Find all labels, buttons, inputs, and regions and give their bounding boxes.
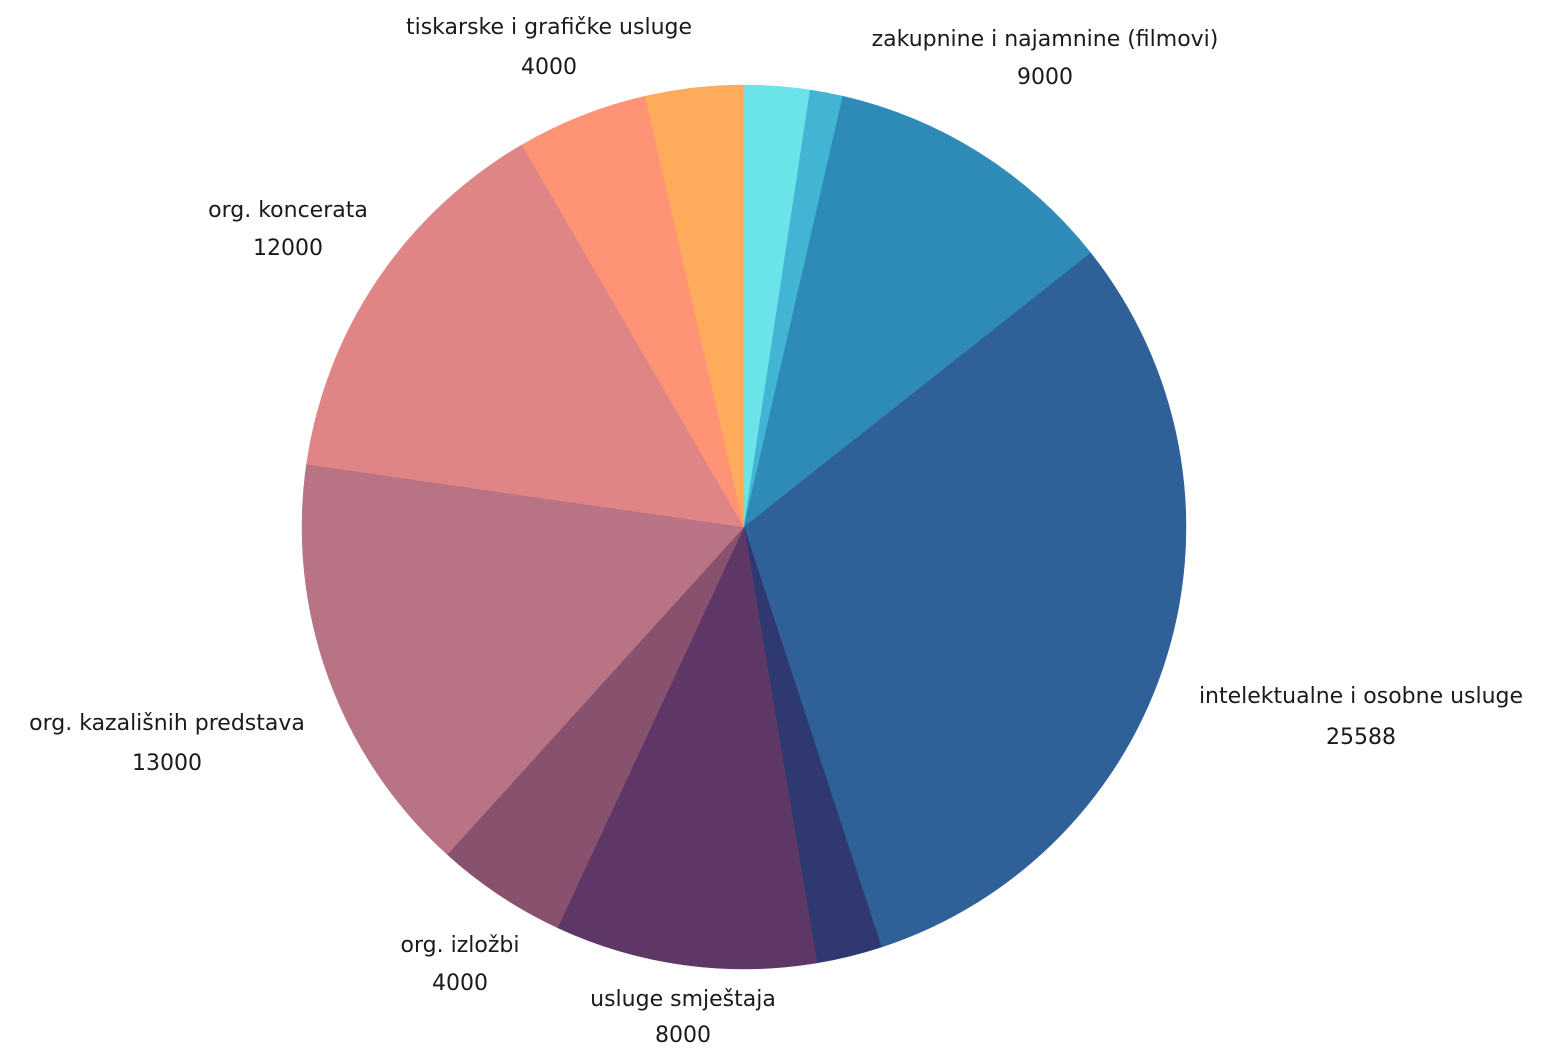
label-kazalisnih-value: 13000 [132,751,202,776]
label-smjestaj-value: 8000 [655,1023,711,1048]
label-tiskarske-name: tiskarske i grafičke usluge [406,15,692,40]
label-koncerata-value: 12000 [253,236,323,261]
label-zakupnine-value: 9000 [1017,65,1073,90]
label-izlozbi-name: org. izložbi [401,933,520,958]
label-tiskarske-value: 4000 [521,55,577,80]
label-zakupnine-name: zakupnine i najamnine (filmovi) [872,27,1219,52]
label-intelektualne-name: intelektualne i osobne usluge [1199,684,1523,709]
label-izlozbi-value: 4000 [432,971,488,996]
label-intelektualne-value: 25588 [1326,725,1396,750]
pie-slices [302,85,1186,969]
label-koncerata-name: org. koncerata [208,198,368,223]
label-kazalisnih-name: org. kazališnih predstava [29,711,305,736]
label-smjestaj-name: usluge smještaja [590,987,776,1012]
